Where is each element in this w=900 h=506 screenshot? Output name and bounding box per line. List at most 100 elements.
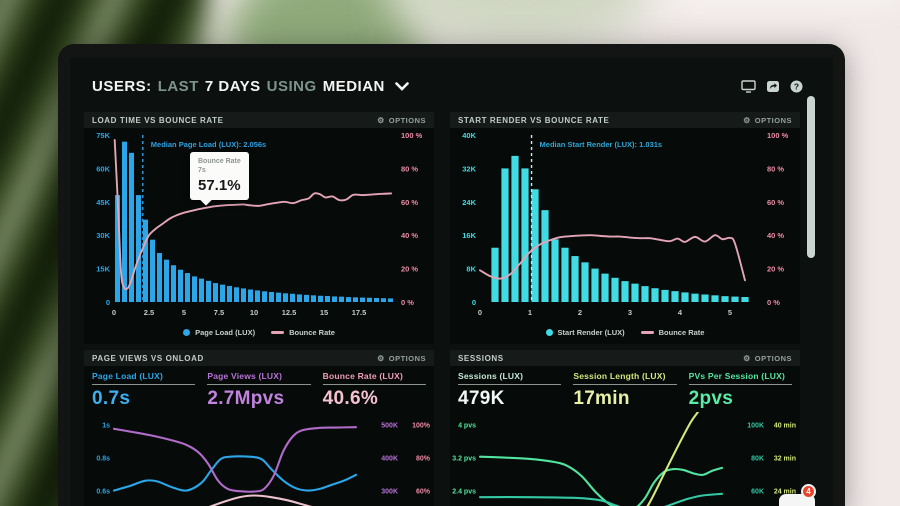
tooltip-title: Bounce Rate — [198, 158, 241, 165]
svg-text:1s: 1s — [102, 423, 110, 430]
svg-text:7.5: 7.5 — [214, 308, 224, 317]
vertical-scrollbar[interactable] — [807, 96, 815, 258]
svg-text:1: 1 — [528, 308, 532, 317]
panel-sessions: SESSIONS ⚙ OPTIONS Sessions (LUX) 479K S… — [450, 350, 800, 506]
svg-text:400K: 400K — [381, 456, 398, 463]
svg-text:75K: 75K — [96, 131, 110, 140]
legend-start-render[interactable]: Start Render (LUX) — [545, 328, 625, 337]
svg-text:24K: 24K — [462, 198, 476, 207]
svg-text:12.5: 12.5 — [282, 308, 297, 317]
legend-page-load[interactable]: Page Load (LUX) — [183, 328, 255, 337]
svg-text:80 %: 80 % — [401, 164, 418, 173]
svg-text:3.2 pvs: 3.2 pvs — [452, 456, 476, 463]
options-button[interactable]: ⚙ OPTIONS — [377, 115, 426, 125]
gear-icon: ⚙ — [743, 115, 751, 125]
svg-text:60 %: 60 % — [401, 198, 418, 207]
svg-text:0: 0 — [472, 298, 476, 307]
chat-notification-badge[interactable]: 4 — [801, 484, 816, 499]
metric-value: 2pvs — [688, 388, 734, 409]
title-last: LAST — [157, 78, 199, 95]
svg-text:3: 3 — [628, 308, 632, 317]
svg-text:0: 0 — [112, 308, 116, 317]
svg-text:5: 5 — [182, 308, 186, 317]
metric-value: 0.7s — [92, 388, 131, 409]
help-icon[interactable]: ? — [790, 80, 803, 93]
svg-text:45K: 45K — [96, 198, 110, 207]
metric-label: Sessions (LUX) — [458, 371, 562, 385]
legend-bounce-rate[interactable]: Bounce Rate — [271, 328, 335, 337]
svg-text:16K: 16K — [462, 231, 476, 240]
svg-text:20 %: 20 % — [401, 265, 418, 274]
svg-text:60 %: 60 % — [767, 198, 784, 207]
tooltip-value: 57.1% — [198, 176, 241, 194]
svg-text:40K: 40K — [462, 131, 476, 140]
metric-label: Bounce Rate (LUX) — [322, 371, 426, 385]
svg-text:Median Start Render (LUX): 1.0: Median Start Render (LUX): 1.031s — [540, 140, 663, 149]
svg-text:300K: 300K — [381, 489, 398, 496]
legend-bounce-rate[interactable]: Bounce Rate — [640, 328, 704, 337]
svg-text:60%: 60% — [416, 489, 431, 496]
svg-text:32 min: 32 min — [774, 456, 796, 463]
legend-line-icon — [271, 330, 285, 334]
svg-text:2: 2 — [578, 308, 582, 317]
legend-dot-icon — [183, 328, 191, 336]
metric-value: 2.7Mpvs — [207, 388, 285, 409]
chart-legend: Page Load (LUX) Bounce Rate — [84, 322, 434, 342]
panel-start-render-vs-bounce-rate: START RENDER VS BOUNCE RATE ⚙ OPTIONS 40… — [450, 112, 800, 344]
metric-sessions: Sessions (LUX) 479K — [458, 371, 562, 412]
start-render-chart: 40K 32K 24K 16K 8K 0 100 % 80 % 60 % 40 % 20 % 0 % 0… — [450, 128, 800, 322]
bounce-rate-tooltip: Bounce Rate 7s 57.1% — [190, 152, 249, 200]
svg-text:30K: 30K — [96, 231, 110, 240]
dashboard-topbar: USERS: LAST 7 DAYS USING MEDIAN — [70, 58, 833, 112]
laptop-bezel: USERS: LAST 7 DAYS USING MEDIAN — [58, 44, 845, 506]
display-icon[interactable] — [741, 80, 756, 93]
metric-pvs-per-session: PVs Per Session (LUX) 2pvs — [688, 371, 792, 412]
title-7days: 7 DAYS — [204, 78, 261, 95]
load-time-chart: 75K 60K 45K 30K 15K 0 100 % 80 % 60 % 40 % 20 % 0 %… — [84, 128, 434, 322]
metric-value: 17min — [573, 388, 630, 409]
users-filter-dropdown[interactable]: USERS: LAST 7 DAYS USING MEDIAN — [92, 78, 409, 95]
metric-bounce-rate: Bounce Rate (LUX) 40.6% — [322, 371, 426, 412]
panel-load-time-vs-bounce-rate: LOAD TIME VS BOUNCE RATE ⚙ OPTIONS 75K 60… — [84, 112, 434, 344]
sessions-chart: 4 pvs 100K 40 min 3.2 pvs 80K 32 min 2.4 pvs 60… — [450, 412, 800, 506]
svg-text:100K: 100K — [747, 423, 764, 430]
metrics-row: Sessions (LUX) 479K Session Length (LUX)… — [450, 366, 800, 412]
panel-header: START RENDER VS BOUNCE RATE ⚙ OPTIONS — [450, 112, 800, 128]
panel-title: LOAD TIME VS BOUNCE RATE — [92, 115, 224, 125]
svg-text:40 min: 40 min — [774, 423, 796, 430]
chart-legend: Start Render (LUX) Bounce Rate — [450, 322, 800, 342]
panel-title: START RENDER VS BOUNCE RATE — [458, 115, 610, 125]
svg-text:0 %: 0 % — [401, 298, 414, 307]
svg-text:20 %: 20 % — [767, 265, 784, 274]
svg-text:100 %: 100 % — [767, 131, 789, 140]
title-users: USERS: — [92, 78, 152, 95]
legend-dot-icon — [545, 328, 553, 336]
options-button[interactable]: ⚙ OPTIONS — [743, 115, 792, 125]
metric-label: PVs Per Session (LUX) — [688, 371, 792, 385]
svg-text:4: 4 — [678, 308, 683, 317]
metric-label: Page Load (LUX) — [92, 371, 196, 385]
svg-text:17.5: 17.5 — [352, 308, 367, 317]
metric-session-length: Session Length (LUX) 17min — [573, 371, 677, 412]
svg-text:Median Page Load (LUX): 2.056s: Median Page Load (LUX): 2.056s — [151, 140, 266, 149]
panel-title: SESSIONS — [458, 353, 504, 363]
svg-text:80K: 80K — [751, 456, 764, 463]
svg-text:40 %: 40 % — [401, 231, 418, 240]
svg-text:8K: 8K — [466, 265, 476, 274]
panel-grid: LOAD TIME VS BOUNCE RATE ⚙ OPTIONS 75K 60… — [84, 112, 800, 506]
share-icon[interactable] — [766, 80, 780, 93]
options-button[interactable]: ⚙ OPTIONS — [377, 353, 426, 363]
metric-label: Page Views (LUX) — [207, 371, 311, 385]
svg-text:15K: 15K — [96, 265, 110, 274]
gear-icon: ⚙ — [743, 353, 751, 363]
svg-text:5: 5 — [728, 308, 732, 317]
metric-page-views: Page Views (LUX) 2.7Mpvs — [207, 371, 311, 412]
panel-page-views-vs-onload: PAGE VIEWS VS ONLOAD ⚙ OPTIONS Page Load… — [84, 350, 434, 506]
svg-text:4 pvs: 4 pvs — [458, 423, 476, 430]
svg-text:24 min: 24 min — [774, 489, 796, 496]
gear-icon: ⚙ — [377, 115, 385, 125]
options-button[interactable]: ⚙ OPTIONS — [743, 353, 792, 363]
svg-text:0: 0 — [478, 308, 482, 317]
svg-text:500K: 500K — [381, 423, 398, 430]
svg-text:15: 15 — [320, 308, 328, 317]
